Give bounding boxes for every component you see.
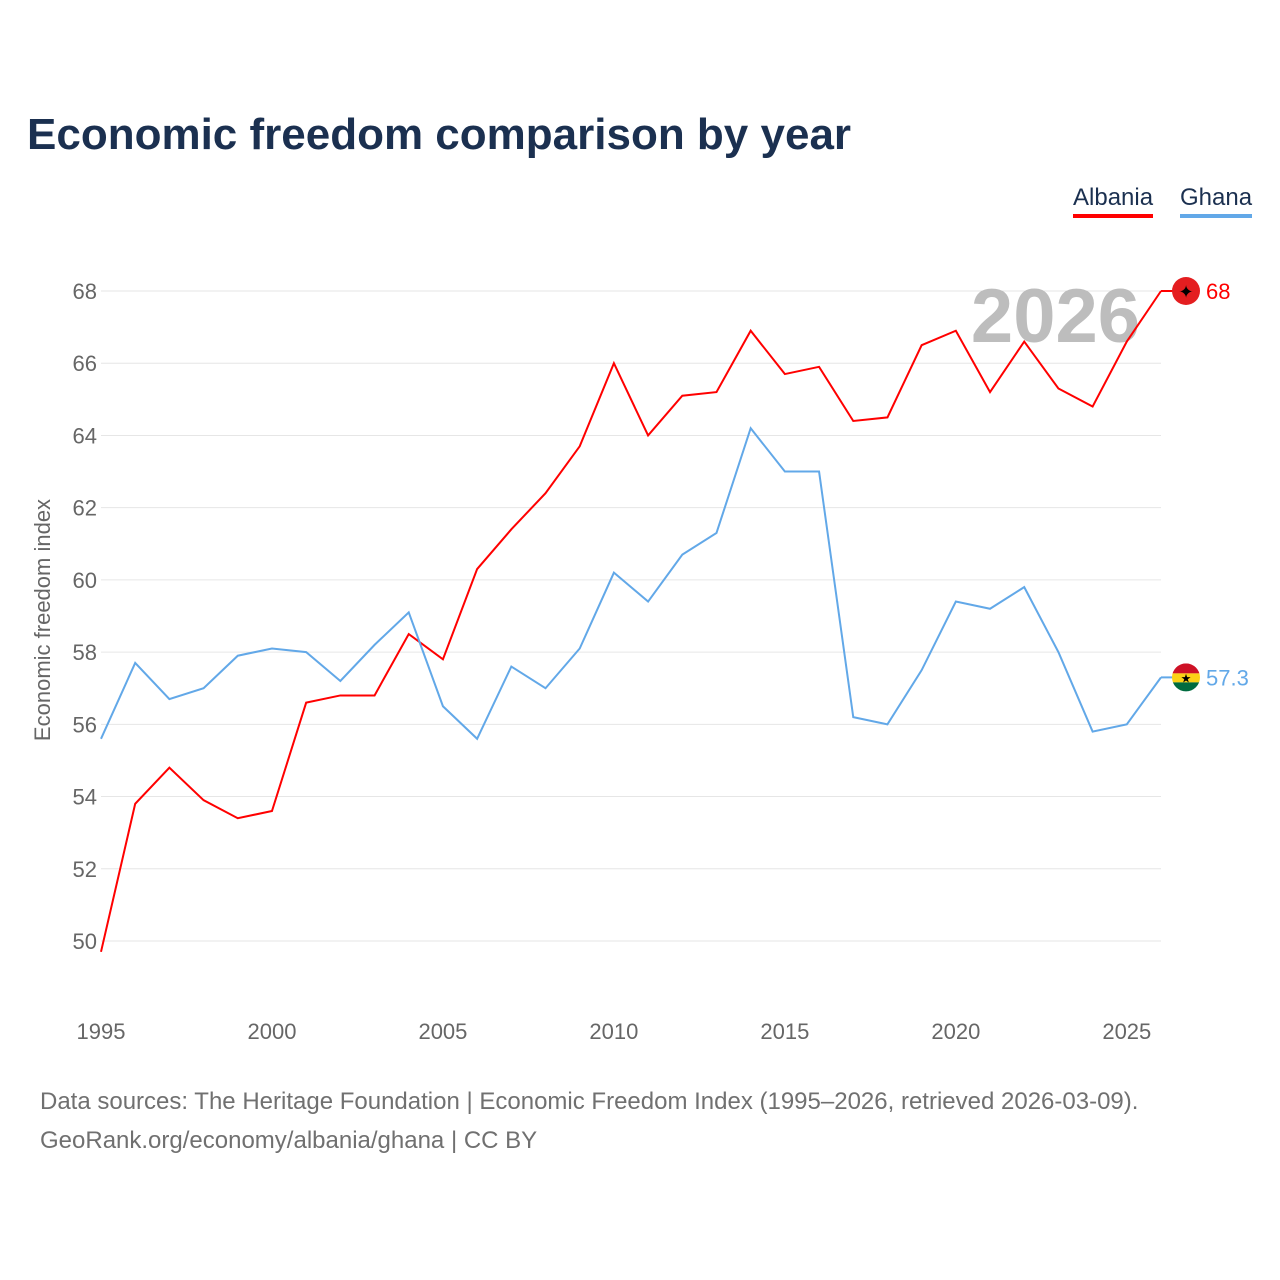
legend-albania[interactable]: Albania xyxy=(1073,184,1154,218)
y-tick-label: 54 xyxy=(73,785,97,810)
x-tick-label: 2025 xyxy=(1102,1019,1151,1044)
source-url[interactable]: GeoRank.org/economy/albania/ghana | CC B… xyxy=(40,1127,538,1154)
y-axis-label: Economic freedom index xyxy=(30,499,55,741)
x-tick-label: 2015 xyxy=(760,1019,809,1044)
data-source: Data sources: The Heritage Foundation | … xyxy=(40,1088,1139,1115)
chart-title: Economic freedom comparison by year xyxy=(27,110,852,159)
ghana-flag-stripe xyxy=(1172,682,1200,692)
x-tick-label: 2020 xyxy=(931,1019,980,1044)
x-tick-label: 2010 xyxy=(589,1019,638,1044)
x-tick-label: 1995 xyxy=(77,1019,126,1044)
y-tick-label: 52 xyxy=(73,857,97,882)
current-year-watermark: 2026 xyxy=(971,274,1140,359)
y-tick-label: 56 xyxy=(73,712,97,737)
y-tick-label: 62 xyxy=(73,496,97,521)
end-value-label: 68 xyxy=(1206,279,1230,304)
y-tick-label: 64 xyxy=(73,423,97,448)
series-line-ghana xyxy=(100,426,1162,741)
legend-ghana[interactable]: Ghana xyxy=(1180,184,1253,218)
y-tick-label: 50 xyxy=(73,929,97,954)
end-value-label: 57.3 xyxy=(1206,665,1249,690)
star-icon: ★ xyxy=(1181,671,1192,685)
albania-flag-icon xyxy=(1172,277,1200,305)
x-tick-label: 2000 xyxy=(247,1019,296,1044)
x-tick-label: 2005 xyxy=(418,1019,467,1044)
series-line-albania xyxy=(100,290,1162,953)
eagle-icon: ✦ xyxy=(1178,282,1193,302)
ghana-flag-icon xyxy=(1172,663,1200,674)
ghana-flag-stripe xyxy=(1172,673,1200,683)
y-tick-label: 66 xyxy=(73,351,97,376)
y-tick-label: 58 xyxy=(73,640,97,665)
y-tick-label: 68 xyxy=(73,279,97,304)
y-tick-label: 60 xyxy=(73,568,97,593)
